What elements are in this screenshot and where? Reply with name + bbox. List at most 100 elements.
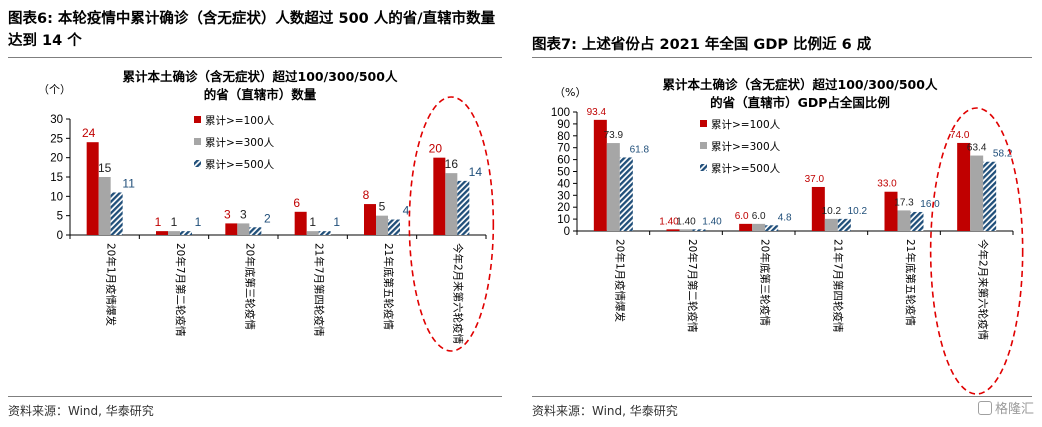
data-label: 16.0 [920,199,940,210]
data-label: 24 [82,126,96,140]
legend-swatch [194,116,201,123]
bar [957,142,971,231]
highlight-ellipse [408,96,495,352]
x-category-label: 20年底第三轮疫情 [243,243,256,330]
x-category-label: 21年7月第四轮疫情 [831,239,844,333]
figure-6-caption: 图表6: 本轮疫情中累计确诊（含无症状）人数超过 500 人的省/直辖市数量达到… [8,11,496,49]
bar [666,229,680,231]
data-label: 1.40 [676,216,696,227]
bar [837,218,851,231]
bar [364,204,376,235]
bar [306,231,319,235]
bar [388,219,400,235]
data-label: 1 [171,215,178,229]
bar [376,215,388,235]
bar [692,229,706,231]
data-label: 6 [293,196,300,210]
data-label: 37.0 [805,174,825,185]
data-label: 1.40 [659,216,679,227]
x-category-label: 21年7月第四轮疫情 [313,243,326,337]
legend-swatch [700,120,707,127]
x-category-label: 20年底第三轮疫情 [759,239,772,326]
y-tick-label: 70 [557,143,570,155]
bar [910,211,924,231]
figure-6-bottom-rule [8,396,502,397]
legend-entry: 累计>=500人 [711,162,781,175]
data-label: 63.4 [967,143,987,154]
bar [225,223,238,235]
bar [679,229,693,231]
data-label: 14 [469,165,483,179]
chart-1-title: 累计本土确诊（含无症状）超过100/300/500人 的省（直辖市）数量 [60,68,460,104]
data-label: 10.2 [848,206,868,217]
y-tick-label: 10 [50,191,63,203]
data-label: 61.8 [630,144,650,155]
figure-7-bottom-rule [532,396,1032,397]
bar [156,231,168,235]
data-label: 58.2 [993,149,1013,160]
figure-7-source: 资料来源：Wind, 华泰研究 [532,404,678,418]
data-label: 3 [240,207,247,221]
bar [445,173,458,235]
y-axis-unit-label: （个） [38,83,71,96]
bar [593,119,607,231]
bar [168,231,180,235]
legend-entry: 累计>=300人 [711,140,781,153]
y-tick-label: 25 [50,133,63,145]
x-category-label: 20年7月第二轮疫情 [686,239,699,333]
y-tick-label: 20 [557,202,570,214]
bar [606,143,620,231]
data-label: 1 [155,215,162,229]
legend-swatch [194,138,201,145]
y-tick-label: 30 [50,114,63,126]
data-label: 15 [98,161,112,175]
x-category-label: 今年2月来第六轮疫情 [451,243,464,345]
watermark: 格隆汇 [977,398,1034,417]
data-label: 11 [122,176,135,190]
y-tick-label: 0 [564,226,570,238]
y-tick-label: 50 [557,167,570,179]
x-category-label: 21年底第五轮疫情 [904,239,917,326]
legend-swatch [700,164,707,171]
bar [110,192,123,235]
bar [249,227,262,235]
data-label: 1 [195,215,202,229]
legend-swatch [194,160,201,167]
data-label: 5 [379,200,386,214]
data-label: 73.9 [604,130,624,141]
bar [811,186,825,231]
data-label: 4 [403,204,410,218]
bar [897,210,911,231]
data-label: 3 [224,207,231,221]
legend-entry: 累计>=100人 [205,114,275,127]
data-label: 2 [264,211,271,225]
data-label: 1 [309,215,316,229]
data-label: 6.0 [735,211,749,222]
watermark-text: 格隆汇 [994,402,1034,417]
bar [294,211,307,235]
bar [884,191,898,231]
data-label: 10.2 [822,206,842,217]
data-label: 1.40 [702,216,722,227]
legend-entry: 累计>=500人 [205,158,275,171]
bar [457,180,470,235]
legend-entry: 累计>=100人 [711,118,781,131]
figure-6-source: 资料来源：Wind, 华泰研究 [8,404,154,418]
y-tick-label: 10 [557,214,570,226]
data-label: 33.0 [877,179,897,190]
y-tick-label: 60 [557,155,570,167]
bar [433,157,446,235]
data-label: 17.3 [894,197,914,208]
y-tick-label: 40 [557,178,570,190]
x-category-label: 20年1月疫情爆发 [613,239,626,323]
bar [970,155,984,231]
data-label: 1 [333,215,340,229]
watermark-logo-icon [977,401,992,415]
bar [619,157,633,231]
y-axis-unit-label: （%） [554,86,586,99]
chart-2-title-line-2: 的省（直辖市）GDP占全国比例 [710,95,890,110]
data-label: 20 [429,142,443,156]
chart-2-title: 累计本土确诊（含无症状）超过100/300/500人 的省（直辖市）GDP占全国… [590,76,1010,112]
chart-1-title-line-2: 的省（直辖市）数量 [203,87,317,102]
y-tick-label: 0 [57,230,63,242]
